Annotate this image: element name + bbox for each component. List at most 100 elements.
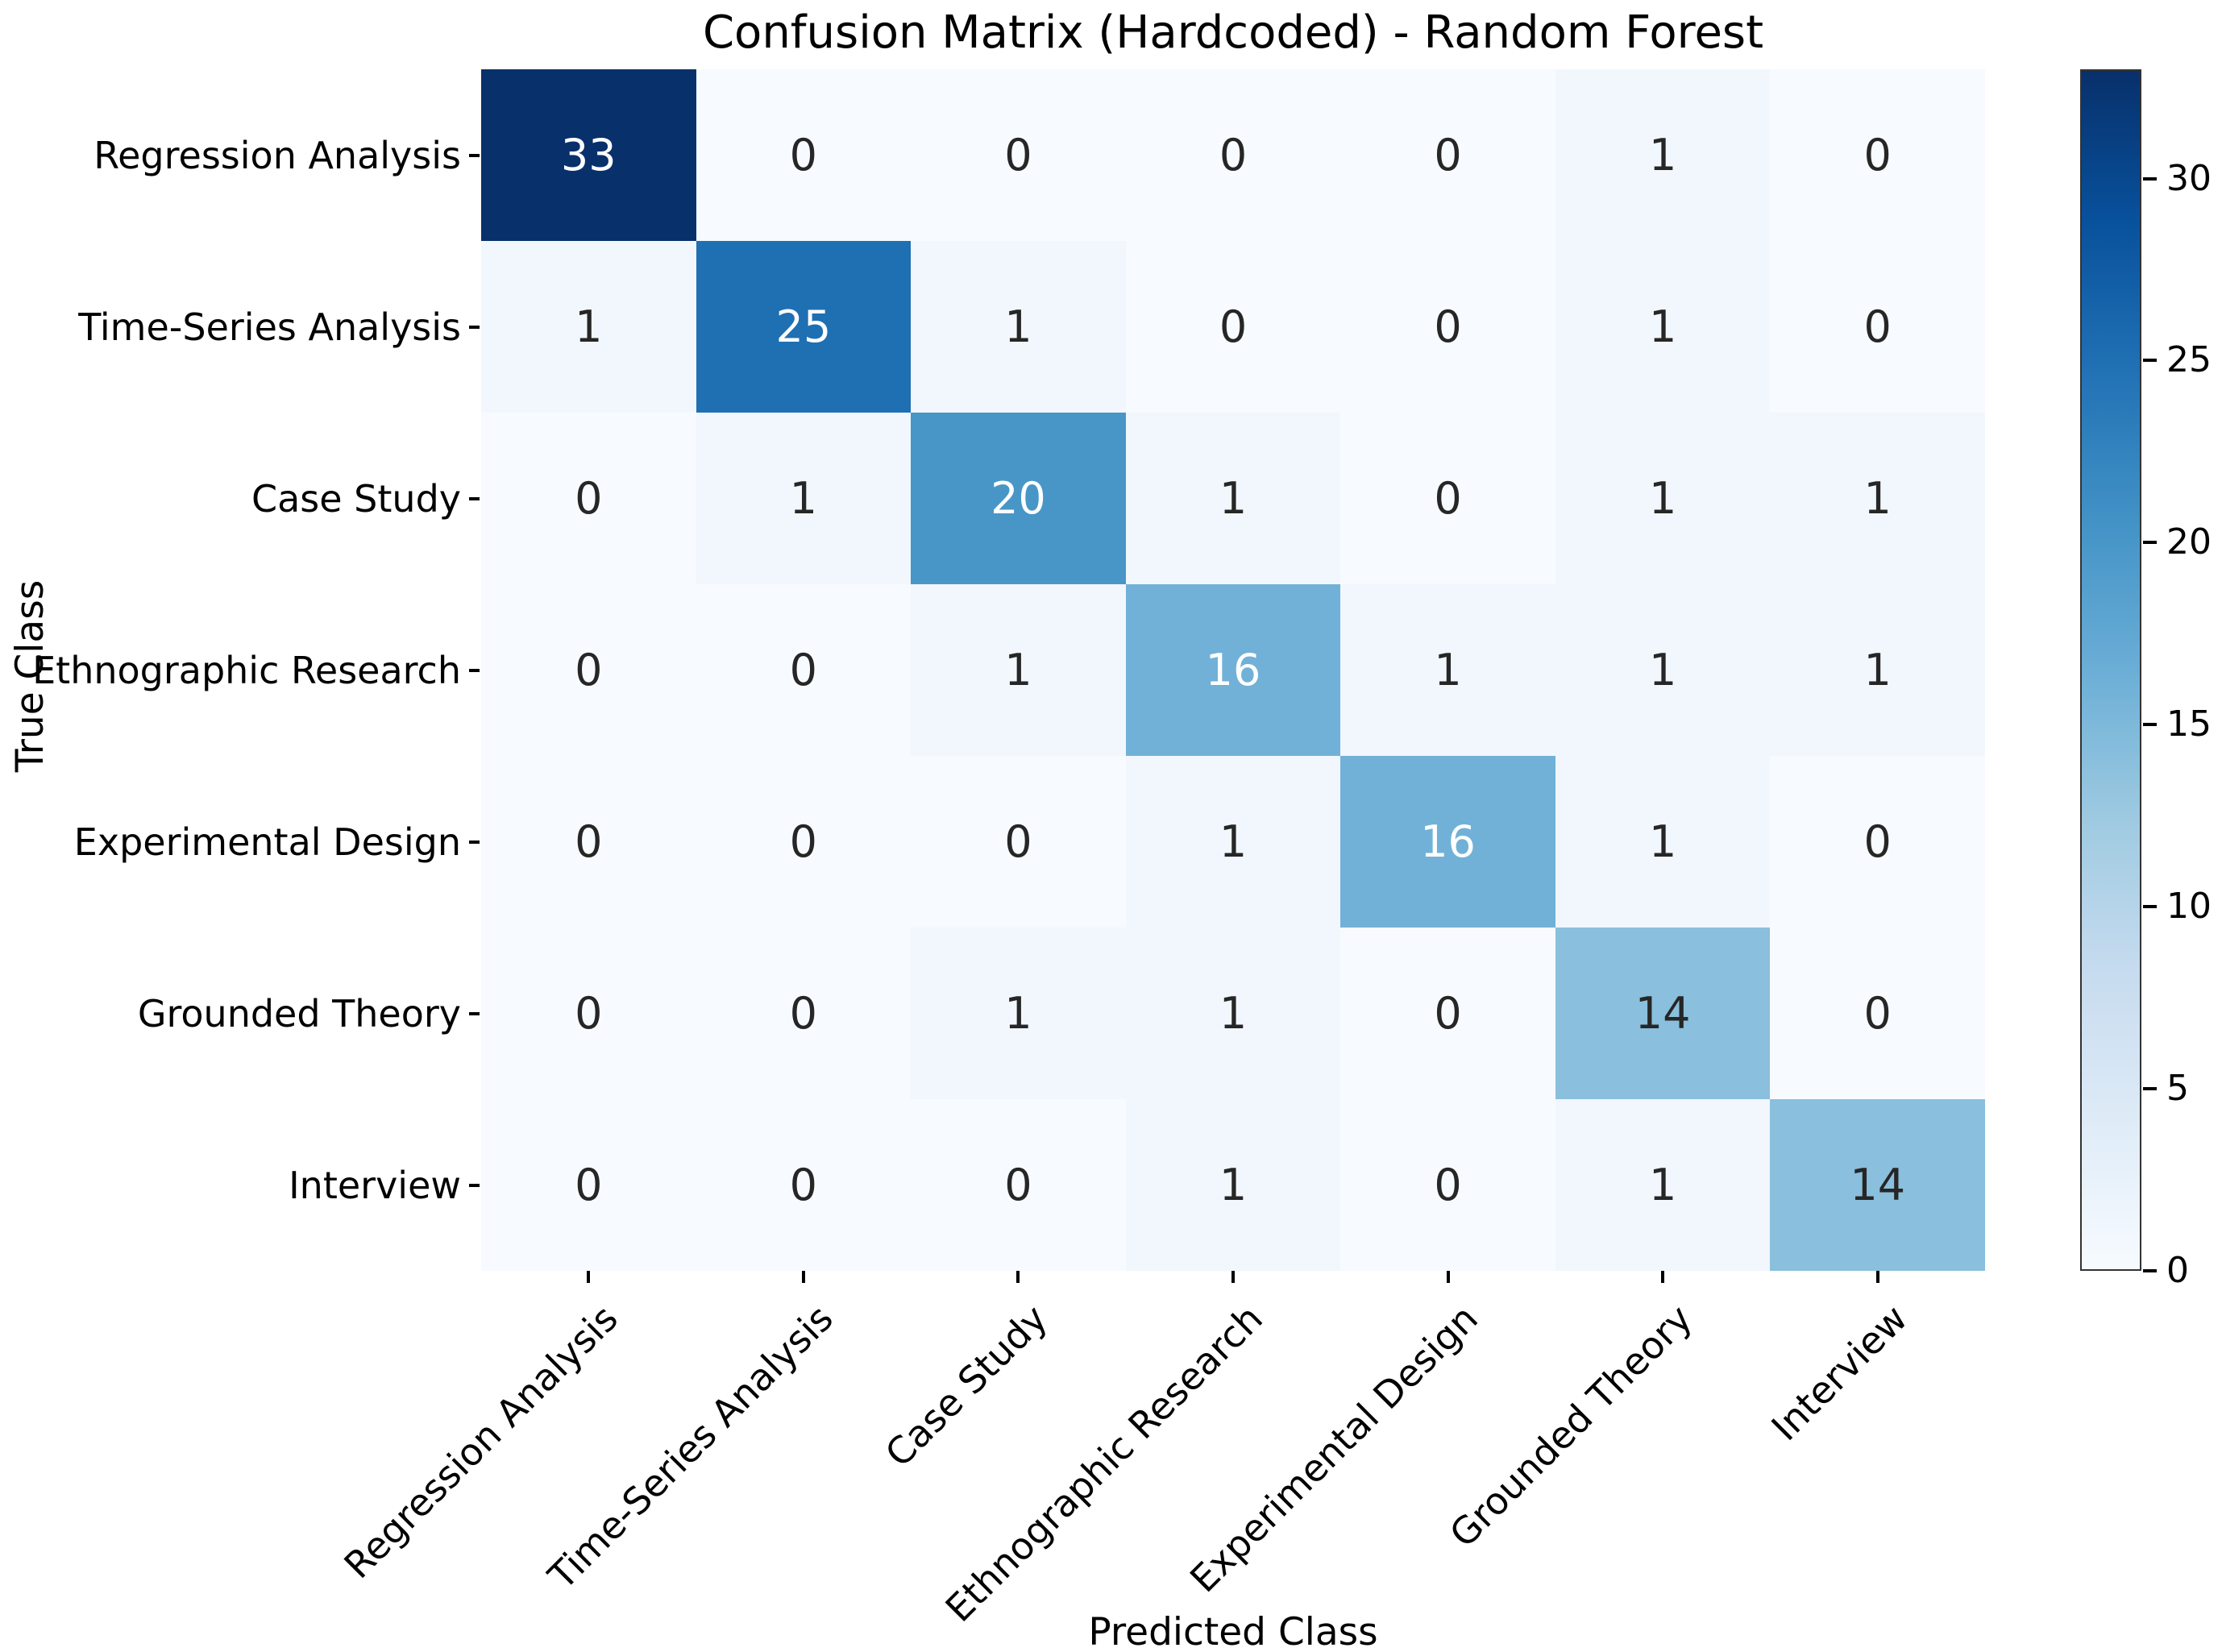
cell-value: 0 (575, 816, 603, 867)
cell-value: 1 (1004, 987, 1032, 1039)
heatmap-cell: 1 (911, 584, 1126, 756)
heatmap-cell: 1 (911, 928, 1126, 1099)
cell-value: 0 (1434, 1159, 1462, 1210)
heatmap-cell: 0 (696, 756, 912, 928)
heatmap-cell: 33 (481, 69, 696, 241)
heatmap-cell: 1 (1770, 413, 1985, 584)
cell-value: 0 (789, 129, 818, 181)
cell-value: 1 (1219, 472, 1248, 524)
y-tick-label: Case Study (251, 476, 461, 521)
heatmap-cell: 1 (1555, 584, 1771, 756)
x-tick-mark (1016, 1271, 1020, 1283)
heatmap-cell: 0 (696, 928, 912, 1099)
heatmap-cell: 0 (696, 584, 912, 756)
heatmap-cell: 1 (1555, 241, 1771, 413)
cell-value: 1 (575, 301, 603, 352)
heatmap-cell: 0 (1340, 928, 1555, 1099)
cell-value: 0 (1434, 129, 1462, 181)
colorbar (2080, 69, 2141, 1271)
colorbar-tick-mark (2143, 723, 2157, 727)
heatmap-cell: 0 (1125, 241, 1341, 413)
colorbar-tick-mark (2143, 359, 2157, 363)
heatmap-cell: 20 (911, 413, 1126, 584)
chart-title: Confusion Matrix (Hardcoded) - Random Fo… (702, 6, 1764, 59)
heatmap-cell: 14 (1555, 928, 1771, 1099)
heatmap-cell: 0 (1770, 69, 1985, 241)
cell-value: 0 (1219, 301, 1248, 352)
cell-value: 0 (575, 987, 603, 1039)
heatmap-cell: 0 (1340, 413, 1555, 584)
colorbar-tick-mark (2143, 1087, 2157, 1091)
heatmap-cell: 0 (1340, 1099, 1555, 1271)
cell-value: 0 (1434, 472, 1462, 524)
heatmap-cell: 0 (1770, 756, 1985, 928)
heatmap-cell: 1 (911, 241, 1126, 413)
heatmap-cell: 0 (481, 756, 696, 928)
heatmap-cell: 0 (911, 69, 1126, 241)
heatmap-cell: 0 (911, 1099, 1126, 1271)
x-tick-mark (1446, 1271, 1450, 1283)
y-tick-label: Regression Analysis (93, 133, 461, 177)
cell-value: 0 (789, 987, 818, 1039)
colorbar-tick-label: 25 (2166, 339, 2212, 381)
heatmap-cell: 1 (481, 241, 696, 413)
cell-value: 1 (1648, 129, 1677, 181)
heatmap-cell: 0 (1770, 241, 1985, 413)
cell-value: 1 (1004, 644, 1032, 695)
heatmap-cell: 1 (1125, 1099, 1341, 1271)
heatmap-cell: 0 (696, 1099, 912, 1271)
y-tick-label: Ethnographic Research (32, 648, 461, 692)
heatmap-cell: 1 (1125, 756, 1341, 928)
heatmap-cell: 1 (1555, 69, 1771, 241)
colorbar-tick-label: 0 (2166, 1250, 2189, 1291)
heatmap-cell: 16 (1125, 584, 1341, 756)
heatmap-cell: 1 (1125, 928, 1341, 1099)
heatmap-cell: 0 (1340, 241, 1555, 413)
heatmap-cell: 0 (696, 69, 912, 241)
heatmap-cell: 1 (1125, 413, 1341, 584)
y-tick-mark (469, 668, 480, 672)
cell-value: 1 (1863, 472, 1892, 524)
colorbar-tick-mark (2143, 1269, 2157, 1272)
cell-value: 0 (1004, 129, 1032, 181)
cell-value: 1 (1434, 644, 1462, 695)
cell-value: 0 (1863, 129, 1892, 181)
x-tick-mark (801, 1271, 805, 1283)
cell-value: 1 (1004, 301, 1032, 352)
colorbar-tick-label: 30 (2166, 157, 2212, 199)
cell-value: 0 (1434, 301, 1462, 352)
heatmap-cell: 14 (1770, 1099, 1985, 1271)
cell-value: 1 (1648, 816, 1677, 867)
cell-value: 0 (1863, 816, 1892, 867)
heatmap-cell: 1 (1555, 413, 1771, 584)
cell-value: 0 (789, 644, 818, 695)
y-tick-mark (469, 325, 480, 329)
heatmap-cell: 1 (696, 413, 912, 584)
heatmap-cell: 0 (481, 413, 696, 584)
colorbar-tick-mark (2143, 541, 2157, 545)
cell-value: 0 (789, 1159, 818, 1210)
heatmap-cell: 1 (1555, 756, 1771, 928)
colorbar-tick-mark (2143, 905, 2157, 909)
cell-value: 0 (575, 1159, 603, 1210)
cell-value: 20 (991, 472, 1046, 524)
cell-value: 1 (1219, 816, 1248, 867)
cell-value: 14 (1850, 1159, 1906, 1210)
y-tick-mark (469, 1183, 480, 1187)
heatmap-cell: 0 (1770, 928, 1985, 1099)
cell-value: 1 (1648, 301, 1677, 352)
cell-value: 0 (1863, 301, 1892, 352)
colorbar-tick-label: 20 (2166, 521, 2212, 563)
heatmap-cell: 1 (1770, 584, 1985, 756)
cell-value: 16 (1205, 644, 1261, 695)
cell-value: 1 (1648, 472, 1677, 524)
cell-value: 1 (1219, 987, 1248, 1039)
cell-value: 0 (575, 644, 603, 695)
x-tick-mark (1875, 1271, 1879, 1283)
cell-value: 25 (775, 301, 832, 352)
heatmap-grid: 33 0 0 0 0 1 0 1 25 1 0 0 1 0 0 1 20 1 0 1 1 0 0 1 16 1 1 1 0 0 0 1 16 1 0… (481, 69, 1985, 1271)
heatmap-cell: 0 (481, 928, 696, 1099)
x-tick-mark (587, 1271, 591, 1283)
heatmap-cell: 1 (1555, 1099, 1771, 1271)
y-tick-mark (469, 840, 480, 844)
